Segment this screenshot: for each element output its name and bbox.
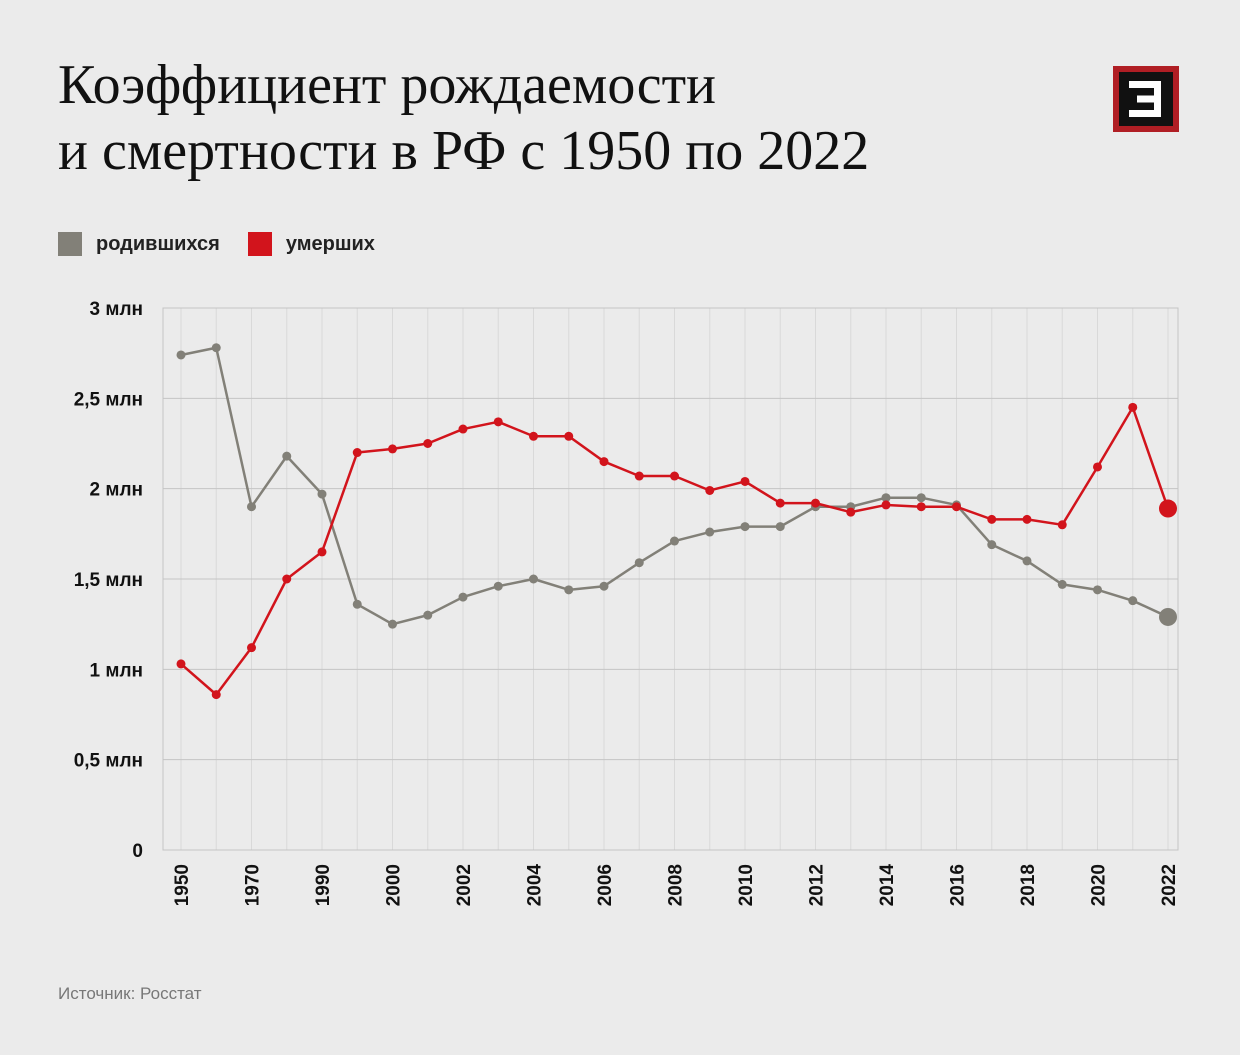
x-tick-label: 2014: [877, 864, 898, 907]
data-point-births: [1057, 579, 1067, 589]
x-tick-label: 2016: [948, 864, 969, 906]
data-point-deaths: [423, 439, 433, 448]
legend-swatch-deaths: [247, 232, 272, 256]
e-logo-icon: [1113, 66, 1179, 132]
legend-label-births: родившихся: [96, 232, 220, 255]
data-point-deaths: [458, 424, 468, 434]
data-point-births: [599, 581, 609, 591]
data-point-births: [1159, 607, 1177, 626]
data-point-births: [211, 343, 221, 353]
x-tick-label: 1990: [313, 864, 334, 906]
data-point-deaths: [1093, 462, 1102, 472]
x-tick-label: 2000: [384, 864, 405, 906]
x-tick-label: 1950: [172, 864, 193, 906]
data-point-deaths: [881, 500, 891, 510]
data-point-deaths: [634, 471, 644, 481]
data-point-deaths: [916, 502, 926, 512]
data-point-deaths: [811, 498, 820, 508]
data-point-births: [423, 610, 433, 620]
x-tick-label: 2012: [807, 864, 828, 906]
y-tick-label: 2 млн: [90, 480, 143, 501]
data-point-births: [881, 493, 891, 503]
y-tick-label: 3 млн: [90, 299, 143, 320]
x-tick-label: 2022: [1159, 864, 1180, 906]
data-point-births: [282, 451, 292, 461]
data-point-deaths: [1022, 514, 1032, 524]
data-point-births: [634, 558, 644, 568]
y-tick-label: 0,5 млн: [74, 751, 143, 772]
x-tick-label: 2004: [525, 864, 546, 907]
chart-title: Коэффициент рождаемости и смертности в Р…: [58, 52, 869, 184]
legend-item-deaths: умерших: [247, 232, 375, 256]
data-point-deaths: [1057, 520, 1067, 530]
x-tick-label: 2010: [736, 864, 757, 906]
data-point-births: [1093, 585, 1102, 595]
data-point-deaths: [740, 476, 750, 486]
x-tick-label: 1970: [243, 864, 264, 906]
data-point-deaths: [952, 502, 961, 512]
legend-label-deaths: умерших: [285, 232, 375, 255]
data-point-deaths: [282, 574, 292, 584]
x-tick-label: 2002: [454, 864, 475, 906]
y-tick-label: 1,5 млн: [74, 570, 143, 591]
data-point-births: [1128, 596, 1138, 606]
data-point-deaths: [211, 690, 221, 700]
legend-swatch-births: [58, 232, 82, 256]
data-point-deaths: [705, 485, 715, 495]
data-point-deaths: [775, 498, 785, 508]
data-point-deaths: [846, 507, 856, 517]
data-point-births: [388, 619, 397, 629]
data-point-deaths: [352, 448, 362, 458]
x-tick-label: 2018: [1018, 864, 1039, 906]
data-point-births: [458, 592, 468, 602]
data-point-deaths: [1128, 402, 1138, 412]
x-tick-label: 2006: [595, 864, 616, 906]
chart-title-line-1: Коэффициент рождаемости: [58, 54, 717, 116]
x-tick-label: 2008: [666, 864, 687, 906]
data-point-births: [352, 599, 362, 609]
y-tick-label: 2,5 млн: [74, 389, 143, 410]
data-point-births: [1022, 556, 1032, 566]
data-point-births: [916, 493, 926, 503]
data-point-births: [740, 522, 750, 532]
chart-title-line-2: и смертности в РФ с 1950 по 2022: [58, 120, 870, 182]
data-point-deaths: [529, 431, 538, 441]
data-point-births: [987, 540, 997, 550]
data-point-deaths: [247, 643, 256, 653]
x-tick-label: 2020: [1089, 864, 1110, 906]
data-point-births: [529, 574, 538, 584]
data-point-deaths: [388, 444, 397, 454]
data-point-deaths: [564, 431, 574, 441]
y-tick-label: 0: [132, 841, 143, 862]
data-point-births: [775, 522, 785, 532]
data-point-deaths: [317, 547, 327, 557]
data-point-births: [564, 585, 574, 595]
data-point-births: [247, 502, 256, 512]
y-tick-label: 1 млн: [90, 660, 143, 681]
data-point-births: [670, 536, 679, 546]
data-point-births: [317, 489, 327, 499]
legend: родившихся умерших: [58, 232, 403, 256]
data-point-deaths: [599, 457, 609, 467]
data-point-births: [493, 581, 503, 591]
data-point-deaths: [670, 471, 679, 481]
data-point-deaths: [1159, 499, 1177, 518]
source-note: Источник: Росстат: [58, 984, 202, 1003]
data-point-deaths: [493, 417, 503, 427]
legend-item-births: родившихся: [58, 232, 220, 256]
data-point-deaths: [987, 514, 997, 524]
data-point-births: [705, 527, 715, 537]
data-point-deaths: [176, 659, 186, 669]
data-point-births: [176, 350, 186, 360]
